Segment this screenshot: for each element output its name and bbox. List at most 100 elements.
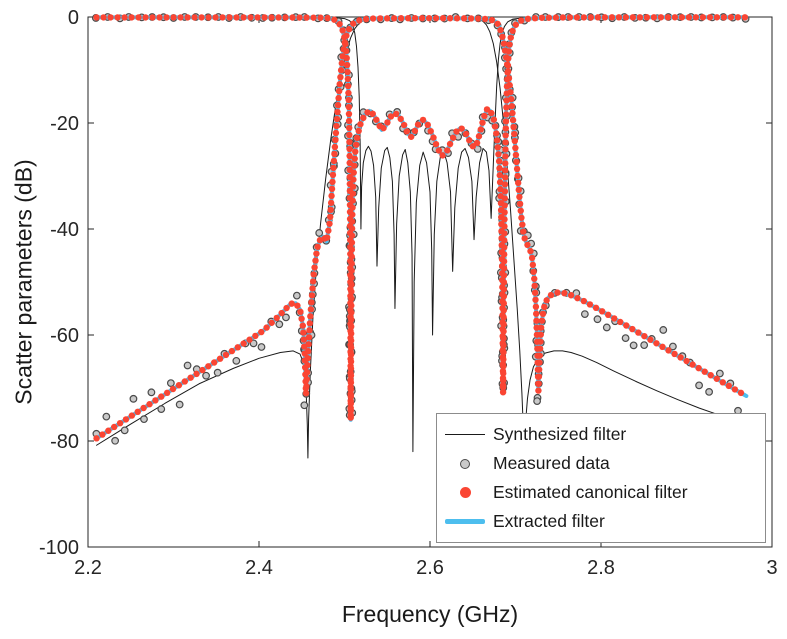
estimated-canonical-filter-marker [296,14,303,21]
estimated-canonical-filter-marker [122,416,130,423]
estimated-canonical-filter-marker [501,230,508,237]
estimated-canonical-filter-marker [357,121,364,128]
measured-data-marker [629,341,638,350]
estimated-canonical-filter-marker [512,151,520,159]
estimated-canonical-filter-marker [501,244,508,251]
estimated-canonical-filter-marker [462,130,470,138]
estimated-canonical-filter-marker [466,137,473,144]
estimated-canonical-filter-marker [531,289,539,296]
estimated-canonical-filter-marker [240,14,247,21]
estimated-canonical-filter-marker [516,200,524,207]
estimated-canonical-filter-marker [495,158,503,165]
estimated-canonical-filter-marker [335,94,342,102]
estimated-canonical-filter-marker [199,366,206,374]
legend-label: Extracted filter [493,510,605,531]
estimated-canonical-filter-marker [330,157,338,165]
estimated-canonical-filter-marker [725,382,733,390]
estimated-canonical-filter-marker [505,48,513,55]
estimated-canonical-filter-marker [678,14,686,21]
estimated-canonical-filter-marker [347,400,355,407]
estimated-canonical-filter-marker [294,302,301,309]
estimated-canonical-filter-marker [501,223,508,230]
estimated-canonical-filter-marker [512,21,520,28]
estimated-canonical-filter-marker [111,423,118,431]
estimated-canonical-filter-marker [532,296,539,303]
estimated-canonical-filter-marker [734,14,742,21]
estimated-canonical-filter-marker [503,104,510,111]
estimated-canonical-filter-marker [683,357,690,365]
estimated-canonical-filter-marker [273,314,280,322]
series-estimated-canonical-filter [93,14,749,442]
estimated-canonical-filter-marker [500,314,507,321]
estimated-canonical-filter-marker [500,349,507,356]
estimated-canonical-filter-marker [586,301,594,308]
estimated-canonical-filter-marker [490,116,498,123]
estimated-canonical-filter-marker [312,257,319,264]
estimated-canonical-filter-marker [629,325,636,333]
estimated-canonical-filter-marker [502,118,510,125]
estimated-canonical-filter-marker [252,332,259,340]
estimated-canonical-filter-marker [348,316,355,323]
estimated-canonical-filter-marker [741,14,749,21]
estimated-canonical-filter-marker [135,14,142,21]
estimated-canonical-filter-marker [517,207,524,214]
estimated-canonical-filter-marker [175,382,183,389]
estimated-canonical-filter-marker [309,285,316,292]
estimated-canonical-filter-marker [537,324,545,331]
estimated-canonical-filter-marker [497,26,504,34]
estimated-canonical-filter-marker [502,125,510,132]
estimated-canonical-filter-marker [566,14,574,21]
estimated-canonical-filter-marker [258,328,265,336]
estimated-canonical-filter-marker [142,14,149,21]
estimated-canonical-filter-marker [193,370,200,378]
estimated-canonical-filter-marker [329,178,336,186]
estimated-canonical-filter-marker [299,322,306,329]
estimated-canonical-filter-marker [439,14,447,22]
estimated-canonical-filter-marker [587,14,595,21]
estimated-canonical-filter-marker [350,20,357,27]
estimated-canonical-filter-marker [537,338,544,345]
estimated-canonical-filter-marker [348,281,355,288]
estimated-canonical-filter-marker [414,121,422,128]
filled-dot-swatch-icon [459,487,471,498]
estimated-canonical-filter-marker [310,271,317,278]
measured-data-marker [602,323,611,332]
estimated-canonical-filter-marker [499,388,507,396]
estimated-canonical-filter-marker [305,341,312,348]
estimated-canonical-filter-marker [347,344,355,351]
estimated-canonical-filter-marker [547,291,555,299]
estimated-canonical-filter-marker [344,75,352,83]
y-tick-label: -60 [50,325,79,347]
estimated-canonical-filter-marker [305,334,313,341]
measured-data-marker [129,394,138,403]
estimated-canonical-filter-marker [348,288,355,295]
legend-label: Estimated canonical filter [493,481,688,502]
estimated-canonical-filter-marker [531,15,539,22]
estimated-canonical-filter-marker [350,176,357,183]
estimated-canonical-filter-marker [373,116,380,123]
estimated-canonical-filter-marker [400,121,408,129]
estimated-canonical-filter-marker [496,172,503,179]
measured-data-marker [257,343,266,351]
estimated-canonical-filter-marker [282,14,289,21]
estimated-canonical-filter-marker [347,330,355,337]
estimated-canonical-filter-marker [349,190,357,197]
estimated-canonical-filter-marker [211,359,218,366]
measured-data-marker [157,405,166,413]
estimated-canonical-filter-marker [362,15,370,23]
estimated-canonical-filter-marker [509,27,516,35]
estimated-canonical-filter-marker [300,336,308,343]
estimated-canonical-filter-marker [352,141,360,148]
estimated-canonical-filter-marker [515,186,522,194]
estimated-canonical-filter-marker [500,272,508,279]
estimated-canonical-filter-marker [184,14,191,21]
estimated-canonical-filter-marker [347,407,354,414]
measured-data-marker [669,342,677,351]
estimated-canonical-filter-marker [500,307,507,314]
estimated-canonical-filter-marker [479,119,486,126]
estimated-canonical-filter-marker [187,374,194,381]
y-tick-label: -100 [39,537,79,559]
estimated-canonical-filter-marker [268,14,275,21]
estimated-canonical-filter-marker [689,361,696,368]
